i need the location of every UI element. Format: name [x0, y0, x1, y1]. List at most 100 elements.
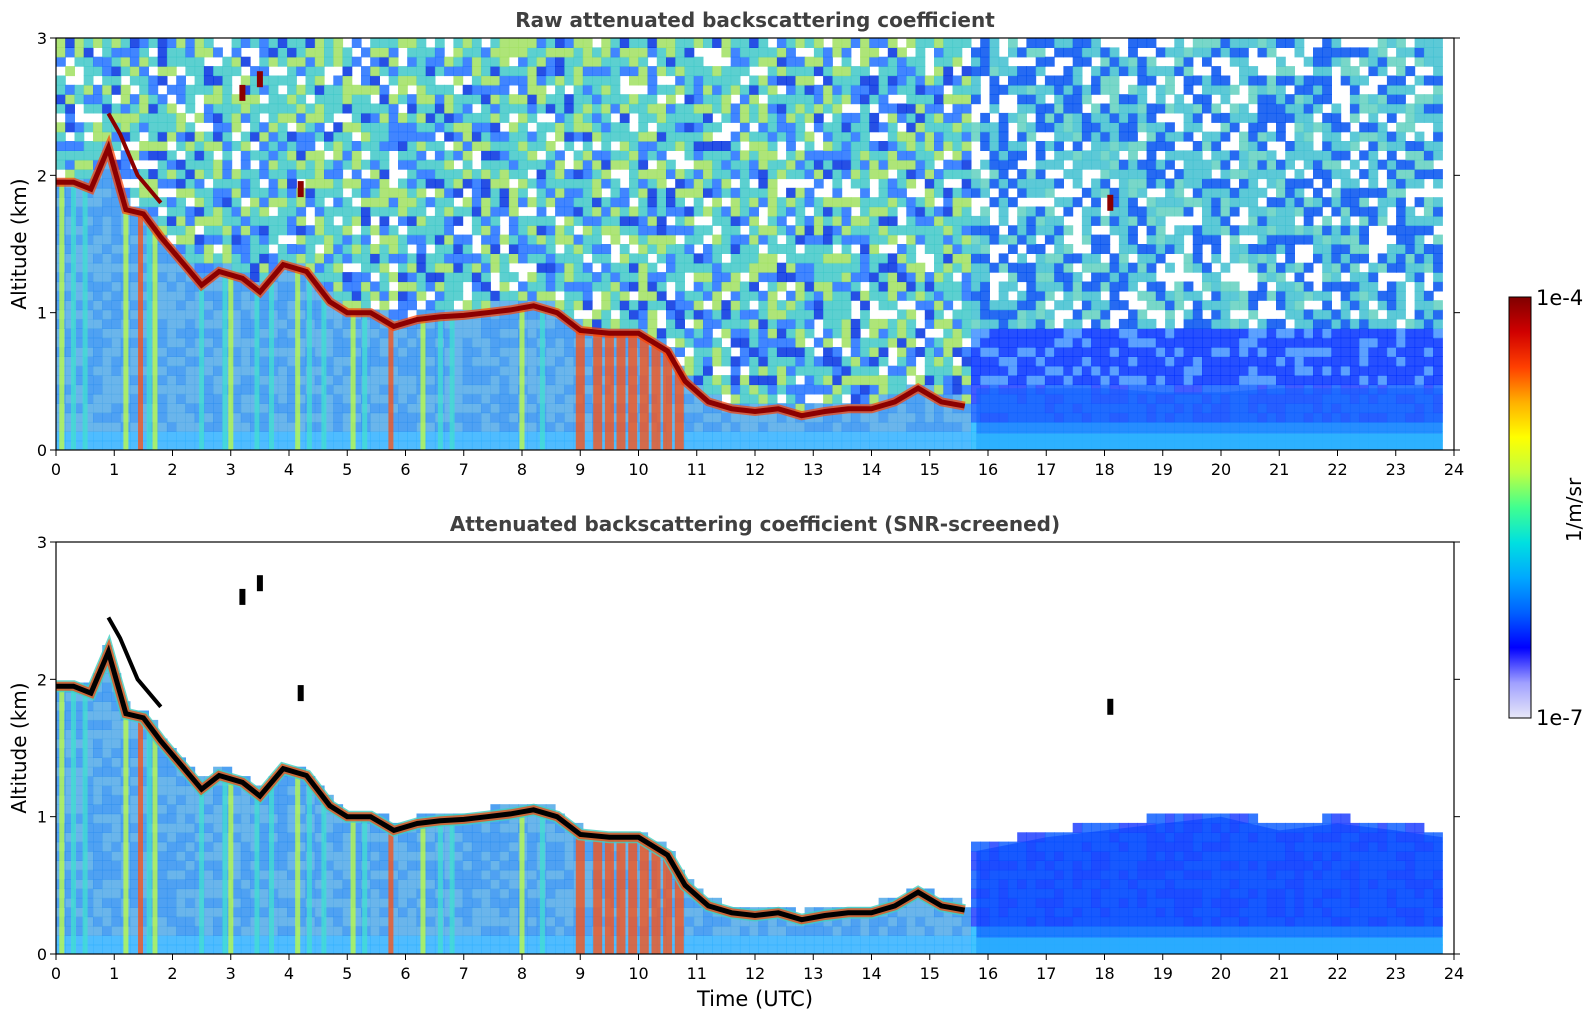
heatmap-cell — [1008, 159, 1018, 170]
heatmap-cell — [952, 103, 963, 114]
heatmap-cell — [1100, 215, 1111, 226]
heatmap-cell — [213, 206, 223, 217]
heatmap-cell — [1202, 384, 1212, 395]
heatmap-cell — [508, 375, 519, 386]
heatmap-cell — [139, 337, 149, 348]
heatmap-cell — [730, 253, 741, 264]
heatmap-cell — [647, 178, 658, 189]
heatmap-cell — [231, 421, 242, 432]
heatmap-cell — [998, 262, 1009, 273]
heatmap-cell — [712, 244, 722, 254]
heatmap-cell — [268, 112, 279, 123]
heatmap-cell — [1220, 150, 1231, 161]
heatmap-cell — [194, 131, 205, 142]
heatmap-cell — [1202, 225, 1212, 236]
heatmap-cell — [721, 150, 732, 161]
heatmap-cell — [277, 328, 288, 339]
heatmap-cell — [906, 94, 917, 105]
heatmap-cell — [758, 38, 769, 48]
heatmap-cell — [1044, 112, 1055, 123]
heatmap-cell — [795, 112, 806, 123]
heatmap-cell — [407, 281, 417, 292]
heatmap-cell — [240, 75, 251, 86]
heatmap-cell — [203, 337, 214, 348]
heatmap-cell — [860, 197, 870, 208]
heatmap-cell — [739, 244, 750, 254]
heatmap-cell — [703, 253, 713, 264]
heatmap-cell — [166, 215, 177, 226]
heatmap-cell — [434, 141, 445, 151]
heatmap-cell — [906, 112, 917, 123]
heatmap-cell — [157, 300, 168, 311]
heatmap-cell — [1100, 272, 1111, 283]
heatmap-cell — [924, 112, 935, 123]
heatmap-cell — [157, 75, 168, 86]
heatmap-cell — [1100, 122, 1111, 133]
heatmap-cell — [721, 244, 732, 254]
heatmap-cell — [139, 234, 149, 245]
heatmap-cell — [730, 421, 741, 432]
heatmap-cell — [1220, 262, 1231, 273]
heatmap-cell — [314, 178, 325, 189]
heatmap-cell — [213, 112, 223, 123]
heatmap-cell — [240, 150, 251, 161]
heatmap-cell — [185, 412, 196, 423]
heatmap-cell — [1054, 47, 1064, 58]
heatmap-cell — [259, 244, 270, 254]
heatmap-cell — [250, 122, 260, 133]
heatmap-cell — [1220, 169, 1231, 180]
heatmap-cell — [712, 253, 722, 264]
heatmap-cell — [592, 56, 602, 67]
heatmap-cell — [379, 122, 390, 133]
heatmap-cell — [453, 234, 464, 245]
heatmap-cell — [471, 300, 482, 311]
heatmap-cell — [1128, 309, 1138, 320]
heatmap-cell — [213, 365, 223, 376]
heatmap-cell — [1183, 347, 1194, 357]
heatmap-cell — [203, 169, 214, 180]
heatmap-cell — [582, 365, 593, 376]
heatmap-cell — [841, 272, 852, 283]
heatmap-cell — [601, 281, 612, 292]
heatmap-cell — [610, 225, 621, 236]
heatmap-cell — [1128, 56, 1138, 67]
heatmap-cell — [582, 215, 593, 226]
heatmap-cell — [536, 253, 547, 264]
heatmap-cell — [952, 347, 963, 357]
heatmap-cell — [277, 431, 288, 442]
heatmap-cell — [1155, 253, 1166, 264]
heatmap-cell — [795, 393, 806, 404]
heatmap-cell — [370, 66, 380, 77]
heatmap-cell — [564, 393, 575, 404]
heatmap-cell — [804, 281, 815, 292]
heatmap-cell — [878, 356, 889, 367]
heatmap-cell — [1035, 84, 1046, 95]
heatmap-cell — [536, 290, 547, 301]
heatmap-cell — [1109, 347, 1120, 357]
heatmap-cell — [277, 197, 288, 208]
heatmap-cell — [407, 215, 417, 226]
heatmap-cell — [675, 178, 685, 189]
heatmap-cell — [166, 225, 177, 236]
heatmap-cell — [102, 328, 112, 339]
heatmap-cell — [527, 431, 538, 442]
heatmap-cell — [887, 84, 898, 95]
heatmap-cell — [259, 328, 270, 339]
heatmap-cell — [1100, 159, 1111, 170]
heatmap-cell — [924, 215, 935, 226]
heatmap-cell — [721, 440, 732, 450]
heatmap-cell — [240, 159, 251, 170]
heatmap-cell — [148, 84, 159, 95]
heatmap-cell — [980, 38, 990, 48]
heatmap-cell — [693, 253, 704, 264]
heatmap-cell — [712, 141, 722, 151]
heatmap-cell — [906, 234, 917, 245]
heatmap-cell — [1202, 131, 1212, 142]
heatmap-cell — [351, 440, 362, 450]
heatmap-cell — [213, 225, 223, 236]
heatmap-cell — [739, 262, 750, 273]
heatmap-cell — [869, 281, 880, 292]
heatmap-cell — [545, 440, 556, 450]
heatmap-cell — [758, 178, 769, 189]
heatmap-cell — [102, 421, 112, 432]
